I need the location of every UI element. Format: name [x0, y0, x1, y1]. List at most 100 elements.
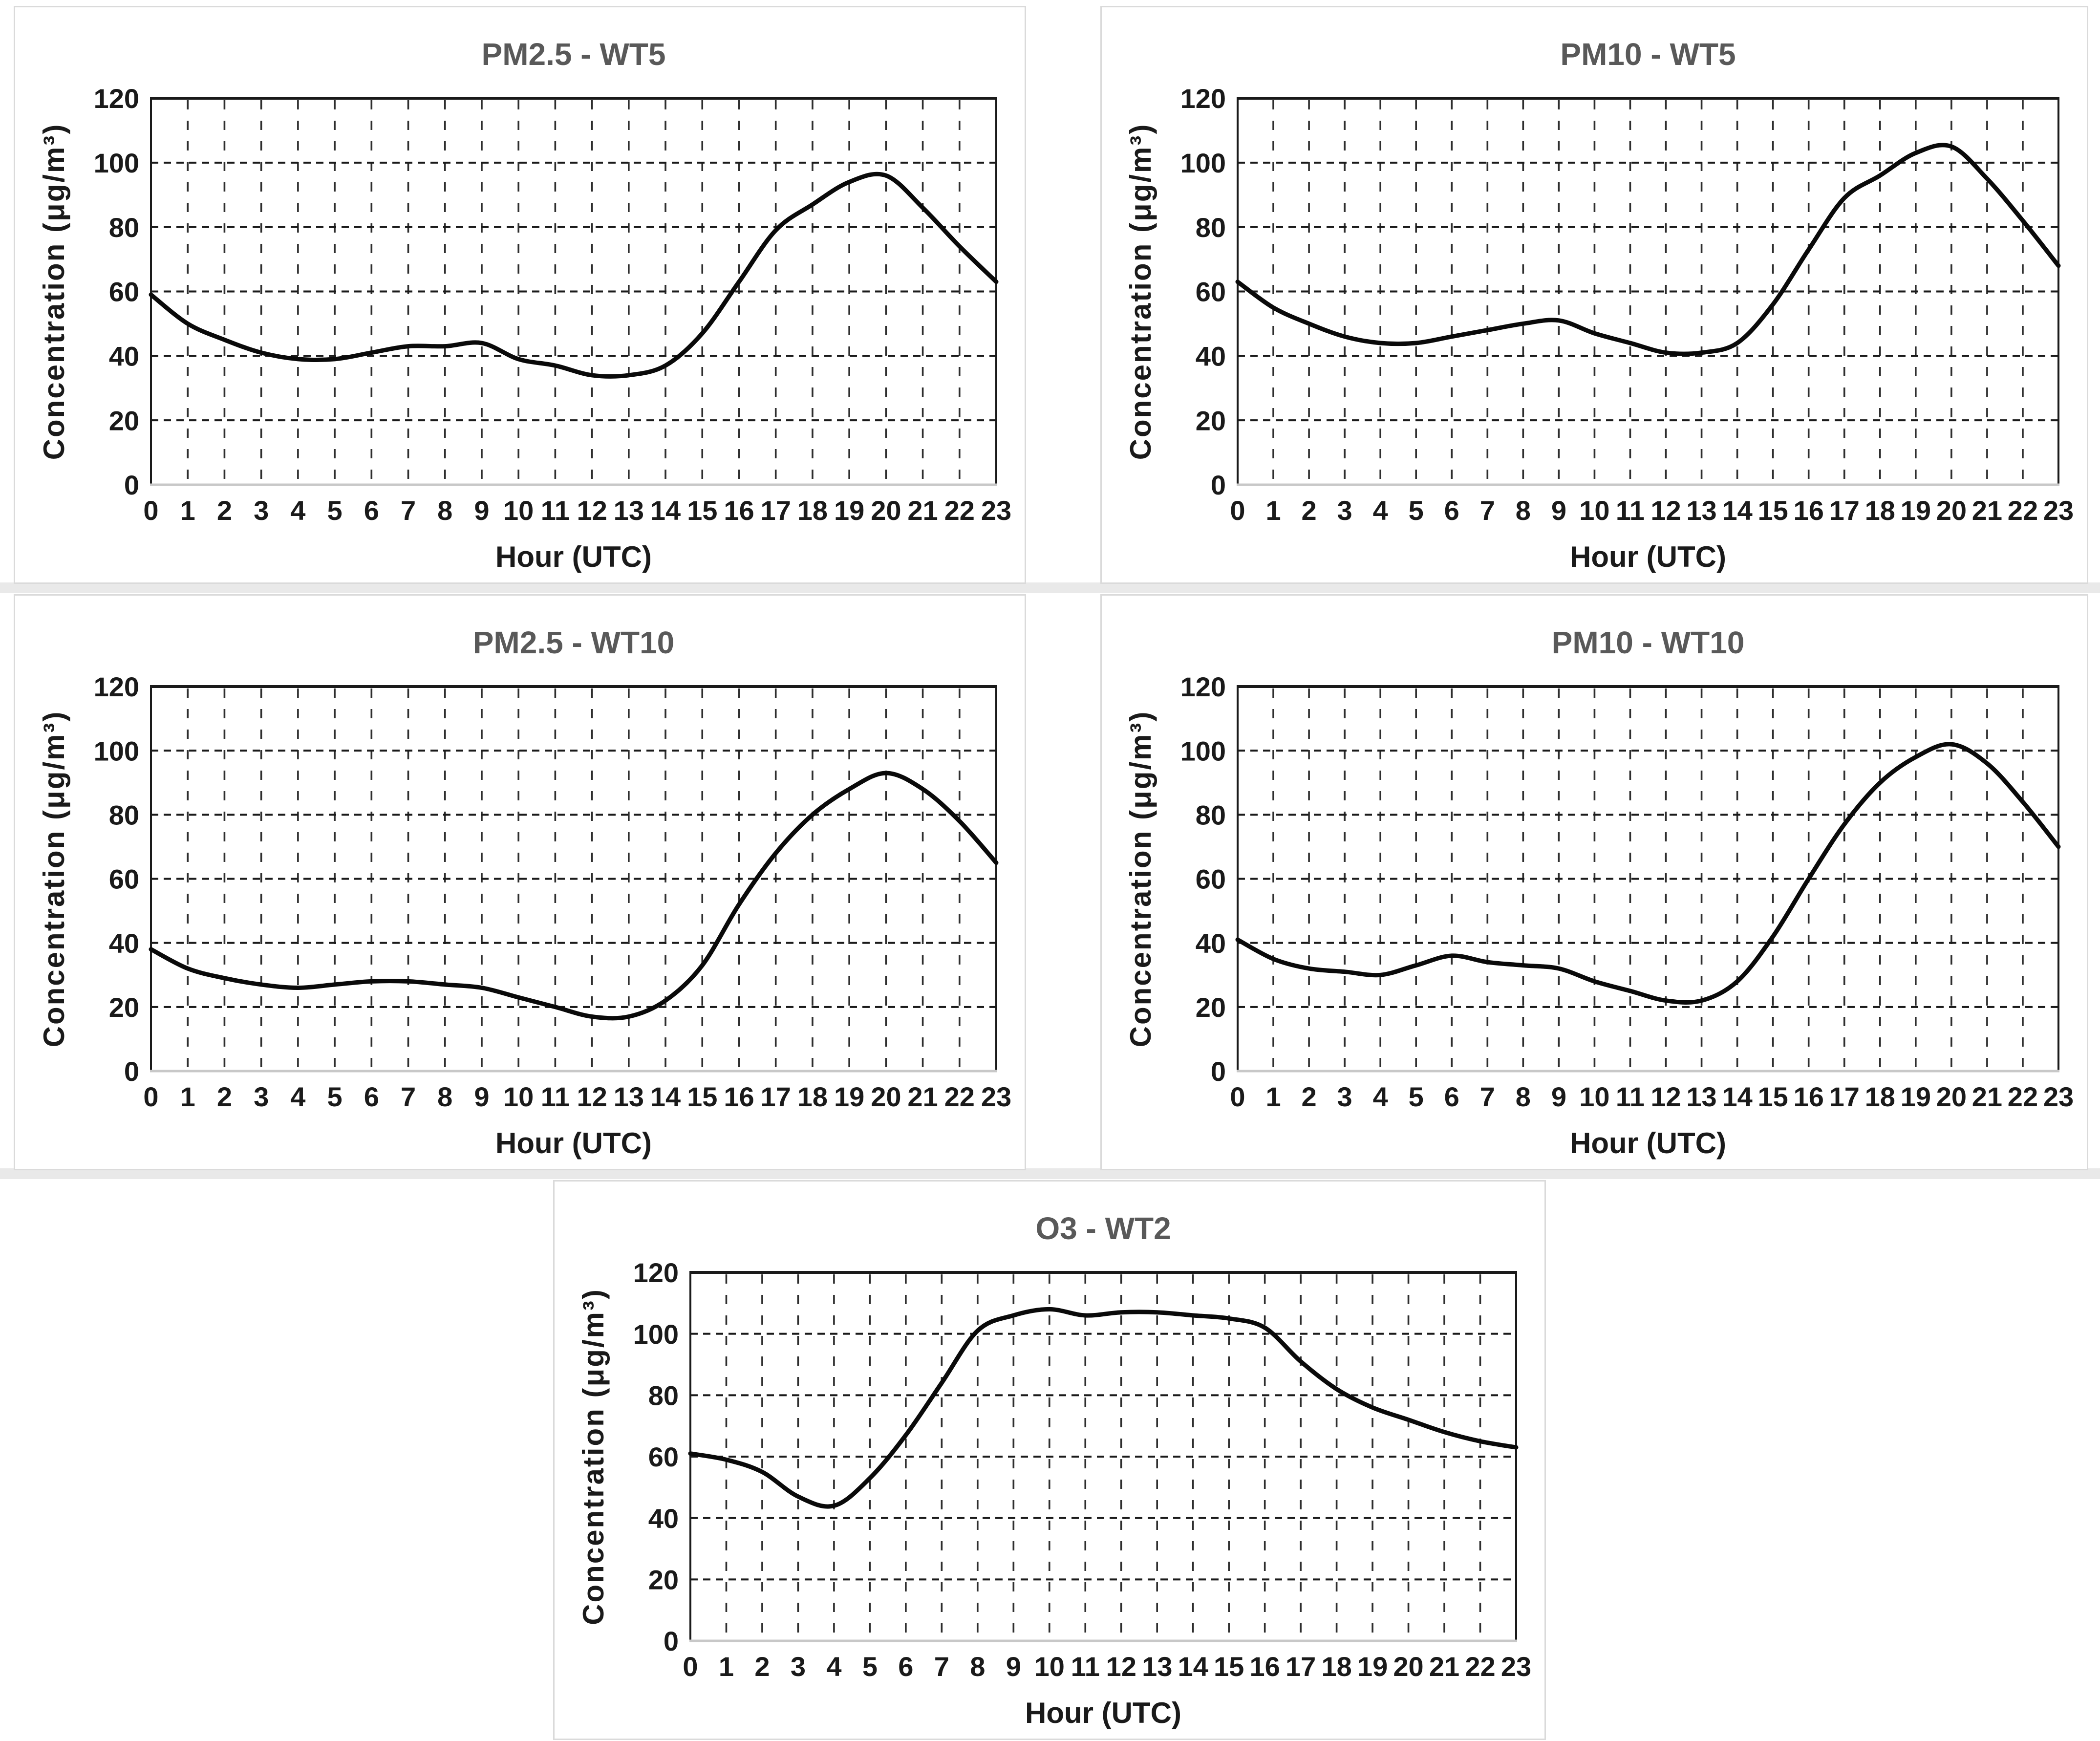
x-tick-label: 1	[180, 1081, 195, 1112]
x-tick-label: 20	[871, 495, 901, 526]
x-tick-label: 21	[1972, 1081, 2002, 1112]
x-tick-label: 22	[944, 1081, 975, 1112]
y-tick-label: 120	[633, 1257, 679, 1288]
x-tick-label: 16	[1794, 1081, 1824, 1112]
x-tick-label: 21	[1429, 1651, 1459, 1682]
x-tick-label: 12	[577, 495, 607, 526]
y-tick-label: 60	[109, 277, 139, 307]
y-tick-label: 20	[1196, 405, 1226, 436]
x-tick-label: 16	[724, 1081, 754, 1112]
y-tick-label: 120	[1180, 83, 1226, 114]
x-tick-label: 1	[180, 495, 195, 526]
x-tick-label: 20	[1936, 495, 1967, 526]
y-tick-label: 80	[109, 799, 139, 830]
y-axis-title: Concentration (μg/m³)	[38, 123, 70, 460]
x-tick-label: 3	[254, 1081, 269, 1112]
x-tick-label: 19	[834, 495, 864, 526]
x-tick-label: 17	[1286, 1651, 1316, 1682]
x-tick-label: 9	[474, 495, 489, 526]
x-tick-label: 23	[2043, 1081, 2074, 1112]
x-tick-label: 18	[1865, 1081, 1895, 1112]
x-tick-label: 0	[1230, 1081, 1245, 1112]
chart-panel-pm10-wt5: 0 20 40 60 80 100 120 0 1 2 3 4 5 6 7 8 9 10 11 12 13 14 15 16 1…	[1100, 6, 2088, 584]
x-tick-label: 23	[981, 495, 1011, 526]
chart-title: PM10 - WT5	[1560, 37, 1736, 72]
x-tick-label: 20	[1936, 1081, 1967, 1112]
x-tick-label: 18	[1865, 495, 1895, 526]
x-tick-label: 9	[1006, 1651, 1021, 1682]
y-tick-label: 20	[1196, 992, 1226, 1023]
y-tick-label: 100	[94, 735, 139, 766]
x-tick-label: 3	[1337, 1081, 1352, 1112]
x-tick-label: 12	[577, 1081, 607, 1112]
y-tick-label: 120	[94, 83, 139, 114]
x-tick-label: 10	[1579, 1081, 1609, 1112]
x-axis-title: Hour (UTC)	[495, 1127, 652, 1160]
x-tick-label: 0	[1230, 495, 1245, 526]
x-tick-label: 12	[1106, 1651, 1136, 1682]
y-tick-label: 120	[94, 671, 139, 702]
y-tick-label: 60	[1196, 277, 1226, 307]
chart-title: PM2.5 - WT5	[482, 37, 666, 72]
y-tick-label: 100	[1180, 735, 1226, 766]
x-tick-label: 18	[1321, 1651, 1351, 1682]
y-tick-label: 100	[94, 148, 139, 178]
x-tick-label: 1	[1265, 495, 1281, 526]
x-tick-label: 20	[1393, 1651, 1423, 1682]
x-tick-label: 19	[1901, 495, 1931, 526]
x-tick-label: 13	[1686, 1081, 1716, 1112]
series-line	[149, 172, 999, 379]
x-tick-label: 11	[1616, 1081, 1645, 1112]
x-tick-label: 11	[1616, 495, 1645, 526]
y-tick-label: 80	[1196, 799, 1226, 830]
x-tick-label: 8	[1516, 1081, 1531, 1112]
x-tick-label: 8	[437, 1081, 452, 1112]
y-tick-label: 20	[648, 1564, 679, 1595]
series-line	[1235, 742, 2061, 1005]
x-tick-label: 5	[862, 1651, 878, 1682]
x-tick-label: 8	[970, 1651, 985, 1682]
x-tick-label: 2	[754, 1651, 770, 1682]
y-tick-label: 40	[1196, 928, 1226, 959]
y-axis-title: Concentration (μg/m³)	[1124, 710, 1157, 1048]
chart-panel-pm25-wt5: 0 20 40 60 80 100 120 0 1 2 3 4 5 6 7 8 9 10 11 12 13 14 15 16 1…	[14, 6, 1026, 584]
x-tick-label: 19	[1901, 1081, 1931, 1112]
x-tick-label: 15	[687, 495, 717, 526]
y-tick-label: 100	[1180, 148, 1226, 178]
y-tick-label: 40	[109, 928, 139, 959]
chart-title: PM2.5 - WT10	[473, 625, 675, 660]
x-tick-label: 10	[503, 1081, 534, 1112]
series-line	[688, 1307, 1519, 1509]
x-tick-label: 7	[401, 1081, 416, 1112]
x-tick-label: 13	[614, 495, 644, 526]
y-tick-label: 60	[648, 1441, 679, 1472]
x-tick-label: 7	[1480, 1081, 1495, 1112]
x-tick-label: 22	[944, 495, 975, 526]
x-axis-title: Hour (UTC)	[1025, 1697, 1181, 1729]
x-tick-label: 7	[1480, 495, 1495, 526]
x-tick-label: 23	[981, 1081, 1011, 1112]
x-tick-label: 11	[541, 1081, 570, 1112]
x-tick-label: 23	[2043, 495, 2074, 526]
x-tick-label: 17	[761, 495, 791, 526]
x-tick-label: 4	[1373, 1081, 1388, 1112]
x-tick-label: 21	[907, 1081, 938, 1112]
x-tick-label: 1	[1265, 1081, 1281, 1112]
y-tick-label: 40	[109, 341, 139, 371]
x-tick-label: 6	[1444, 1081, 1459, 1112]
x-tick-label: 15	[1214, 1651, 1244, 1682]
series-line	[149, 771, 999, 1021]
y-tick-label: 100	[633, 1319, 679, 1350]
y-tick-label: 0	[1211, 1056, 1226, 1087]
chart-panel-pm10-wt10: 0 20 40 60 80 100 120 0 1 2 3 4 5 6 7 8 9 10 11 12 13 14 15 16 1…	[1100, 594, 2088, 1170]
x-tick-label: 3	[254, 495, 269, 526]
x-tick-label: 0	[683, 1651, 698, 1682]
row-separator	[0, 582, 2100, 593]
x-tick-label: 20	[871, 1081, 901, 1112]
series-line	[1235, 143, 2061, 356]
x-axis-title: Hour (UTC)	[1570, 540, 1726, 573]
x-tick-label: 12	[1650, 1081, 1681, 1112]
